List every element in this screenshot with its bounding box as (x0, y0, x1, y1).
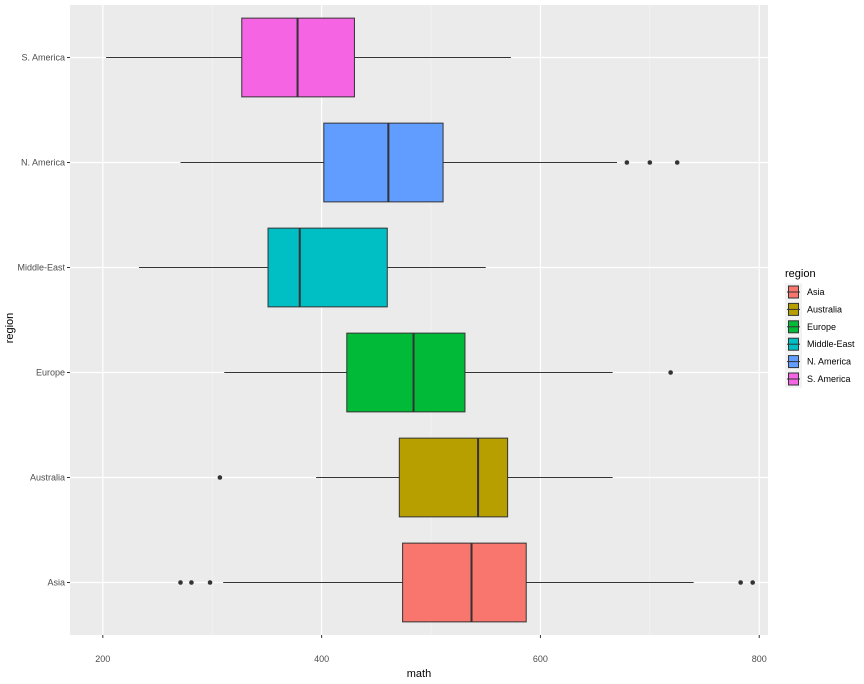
box-body (346, 332, 466, 413)
legend: region Asia Australia Europe Middle-East N. … (785, 268, 855, 388)
y-tick-label: Asia (47, 578, 65, 588)
outlier-point (668, 370, 673, 375)
x-axis-title: math (407, 668, 431, 680)
legend-item-s-america: S. America (785, 370, 851, 388)
outlier-point (624, 160, 630, 165)
legend-label: Middle-East (807, 339, 855, 349)
box-australia (217, 437, 613, 518)
outlier-point (207, 580, 213, 585)
box-body (323, 122, 444, 203)
legend-label: N. America (807, 357, 851, 367)
legend-item-n-america: N. America (785, 352, 851, 371)
y-tick-label: S. America (21, 53, 65, 63)
outlier-point (647, 160, 653, 165)
box-n-america (180, 122, 680, 203)
y-axis: Asia Australia Europe Middle-East N. America… (17, 53, 70, 588)
legend-item-asia: Asia (785, 283, 825, 301)
outlier-point (738, 580, 743, 585)
y-axis-title: region (4, 313, 16, 344)
legend-label: S. America (807, 374, 851, 384)
y-tick-label: Middle-East (17, 263, 65, 273)
box-asia (178, 542, 755, 623)
y-tick-label: Australia (30, 473, 65, 483)
boxes-layer (106, 17, 755, 623)
legend-label: Australia (807, 304, 842, 314)
outlier-point (674, 160, 680, 165)
outlier-point (189, 580, 194, 585)
box-s-america (106, 17, 511, 98)
x-tick-label: 600 (533, 654, 548, 664)
legend-item-middle-east: Middle-East (785, 335, 855, 353)
outlier-point (178, 580, 183, 585)
outlier-point (750, 580, 755, 585)
box-body (267, 227, 388, 308)
box-europe (224, 332, 673, 413)
x-tick-label: 400 (314, 654, 329, 664)
outlier-point (217, 475, 223, 480)
box-body (402, 542, 527, 623)
legend-title: region (785, 268, 816, 280)
legend-label: Europe (807, 322, 836, 332)
box-middle-east (138, 227, 486, 308)
x-tick-label: 200 (95, 654, 110, 664)
legend-item-europe: Europe (785, 318, 836, 336)
box-body (398, 437, 509, 518)
y-tick-label: Europe (36, 368, 65, 378)
x-tick-label: 800 (752, 654, 767, 664)
plot-panel (70, 5, 768, 635)
legend-item-australia: Australia (785, 300, 842, 319)
y-tick-label: N. America (21, 158, 65, 168)
x-axis: 200 400 600 800 (95, 635, 767, 664)
legend-label: Asia (807, 287, 825, 297)
